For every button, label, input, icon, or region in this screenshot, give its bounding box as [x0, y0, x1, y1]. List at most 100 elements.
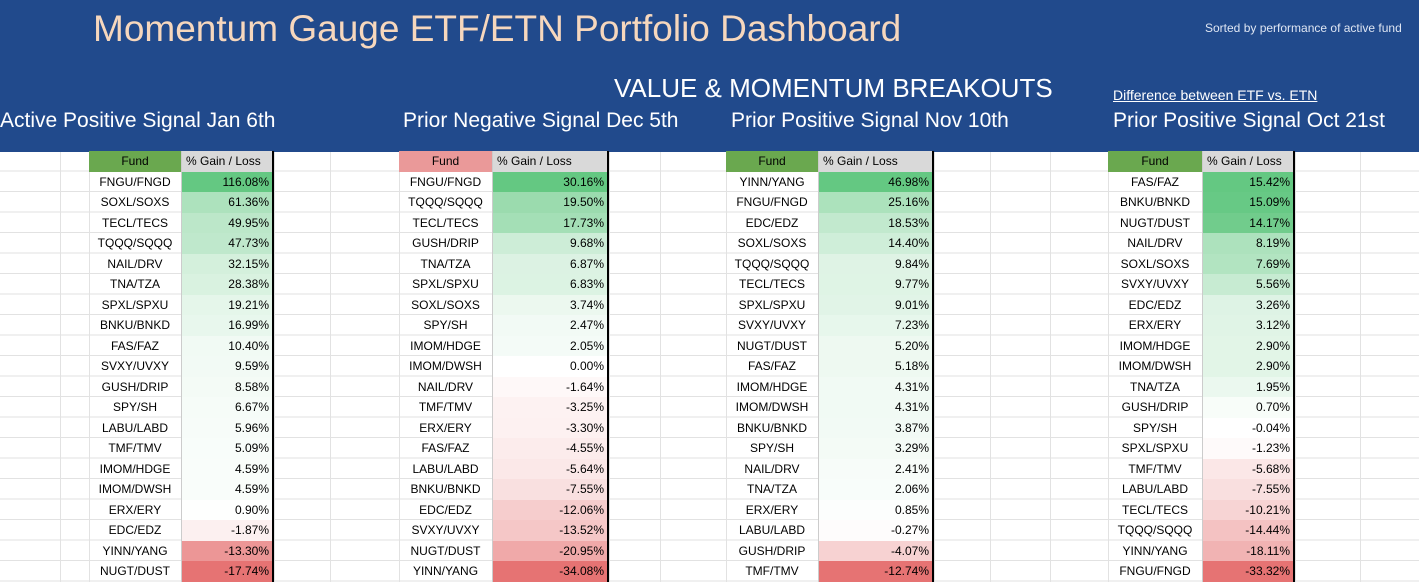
grid-line: [274, 152, 275, 582]
gain-value: 30.16%: [492, 171, 609, 192]
gain-value: 8.19%: [1202, 233, 1295, 254]
fund-name: IMOM/DWSH: [98, 482, 172, 496]
fund-name: NUGT/DUST: [100, 564, 170, 578]
gain-value: 2.05%: [492, 335, 609, 356]
gain-value: -13.52%: [492, 520, 609, 541]
gain-value: 2.41%: [818, 458, 934, 479]
fund-name: SPXL/SPXU: [412, 277, 479, 291]
gain-value: 3.26%: [1202, 294, 1295, 315]
gain-value: 47.73%: [181, 233, 274, 254]
link[interactable]: Difference between ETF vs. ETN: [1113, 87, 1318, 103]
gain-value: 17.73%: [492, 212, 609, 233]
grid-line: [330, 152, 331, 582]
gain-value: -0.04%: [1202, 417, 1295, 438]
heading: VALUE & MOMENTUM BREAKOUTS: [614, 73, 1053, 103]
fund-name: TNA/TZA: [747, 482, 797, 496]
column-header: % Gain / Loss: [492, 151, 609, 172]
gain-value: -3.30%: [492, 417, 609, 438]
fund-name: ERX/ERY: [108, 502, 162, 517]
gain-value: -1.87%: [181, 520, 274, 541]
section-label: Prior Negative Signal Dec 5th: [403, 109, 679, 132]
gain-value: -33.32%: [1202, 561, 1295, 582]
gain-value: 9.77%: [818, 274, 934, 295]
gain-value: 6.87%: [492, 253, 609, 274]
fund-name: NAIL/DRV: [417, 379, 474, 394]
fund-name: TMF/TMV: [1128, 461, 1182, 476]
column-header: Fund: [89, 151, 181, 172]
column-header: Fund: [399, 151, 492, 172]
fund-name: ERX/ERY: [419, 420, 472, 435]
fund-name: ERX/ERY: [1128, 318, 1182, 332]
fund-name: BNKU/BNKD: [99, 318, 170, 332]
grid-line: [1108, 152, 1109, 582]
gain-value: 7.69%: [1202, 253, 1295, 274]
gain-value: 9.68%: [492, 233, 609, 254]
fund-name: IMOM/HDGE: [736, 379, 808, 394]
fund-name: GUSH/DRIP: [738, 543, 806, 558]
fund-name: NAIL/DRV: [1127, 236, 1183, 250]
gain-value: 5.09%: [181, 438, 274, 459]
gain-value: -10.21%: [1202, 499, 1295, 520]
fund-name: YINN/YANG: [102, 543, 168, 558]
fund-name: TNA/TZA: [420, 256, 471, 271]
gain-value: 0.85%: [818, 499, 934, 520]
gain-value: -4.55%: [492, 438, 609, 459]
fund-name: NAIL/DRV: [107, 256, 163, 271]
fund-name: FNGU/FNGD: [409, 174, 482, 189]
gain-value: 16.99%: [181, 315, 274, 336]
gain-value: 8.58%: [181, 376, 274, 397]
fund-name: SOXL/SOXS: [100, 195, 170, 209]
gain-value: -17.74%: [181, 561, 274, 582]
gain-value: 61.36%: [181, 192, 274, 213]
section-label: Active Positive Signal Jan 6th: [0, 109, 276, 132]
column-header: Fund: [726, 151, 818, 172]
fund-name: FNGU/FNGD: [99, 174, 171, 189]
gain-value: 4.59%: [181, 479, 274, 500]
fund-name: SVXY/UVXY: [1120, 277, 1190, 291]
gain-value: -1.64%: [492, 376, 609, 397]
gain-value: -5.64%: [492, 458, 609, 479]
fund-name: LABU/LABD: [738, 523, 806, 537]
gain-value: 32.15%: [181, 253, 274, 274]
gain-value: -1.23%: [1202, 438, 1295, 459]
gain-value: 14.17%: [1202, 212, 1295, 233]
fund-name: NUGT/DUST: [737, 338, 807, 353]
fund-name: GUSH/DRIP: [101, 379, 169, 394]
gain-value: 25.16%: [818, 192, 934, 213]
gain-value: 0.00%: [492, 356, 609, 377]
gain-value: 9.84%: [818, 253, 934, 274]
fund-name: GUSH/DRIP: [1121, 400, 1189, 414]
fund-name: TECL/TECS: [1121, 502, 1188, 517]
fund-name: IMOM/DWSH: [735, 400, 809, 414]
grid-line: [399, 152, 400, 582]
fund-name: LABU/LABD: [101, 420, 169, 435]
gain-value: 15.42%: [1202, 171, 1295, 192]
fund-name: SPY/SH: [749, 441, 794, 455]
fund-name: SVXY/UVXY: [737, 318, 807, 332]
fund-name: SVXY/UVXY: [411, 523, 480, 537]
fund-name: IMOM/DWSH: [1118, 359, 1192, 373]
column-header: Fund: [1108, 151, 1202, 172]
gain-value: 0.70%: [1202, 397, 1295, 418]
gain-value: 4.31%: [818, 397, 934, 418]
fund-name: IMOM/HDGE: [410, 338, 481, 353]
fund-name: YINN/YANG: [739, 174, 805, 189]
fund-name: SPXL/SPXU: [1121, 441, 1189, 455]
gain-value: -14.44%: [1202, 520, 1295, 541]
fund-name: FNGU/FNGD: [736, 195, 808, 209]
fund-name: TMF/TMV: [108, 441, 162, 455]
gain-value: 5.18%: [818, 356, 934, 377]
fund-name: EDC/EDZ: [1128, 297, 1182, 312]
gain-value: -20.95%: [492, 540, 609, 561]
fund-name: EDC/EDZ: [108, 523, 162, 537]
fund-name: SPXL/SPXU: [101, 297, 169, 312]
fund-name: SOXL/SOXS: [411, 297, 480, 312]
gain-value: 7.23%: [818, 315, 934, 336]
fund-name: TMF/TMV: [418, 400, 473, 414]
section-label: Prior Positive Signal Nov 10th: [731, 109, 1009, 132]
header-band: [0, 0, 1419, 152]
fund-name: NAIL/DRV: [744, 461, 800, 476]
gain-value: -0.27%: [818, 520, 934, 541]
gain-value: 15.09%: [1202, 192, 1295, 213]
gain-value: 3.74%: [492, 294, 609, 315]
